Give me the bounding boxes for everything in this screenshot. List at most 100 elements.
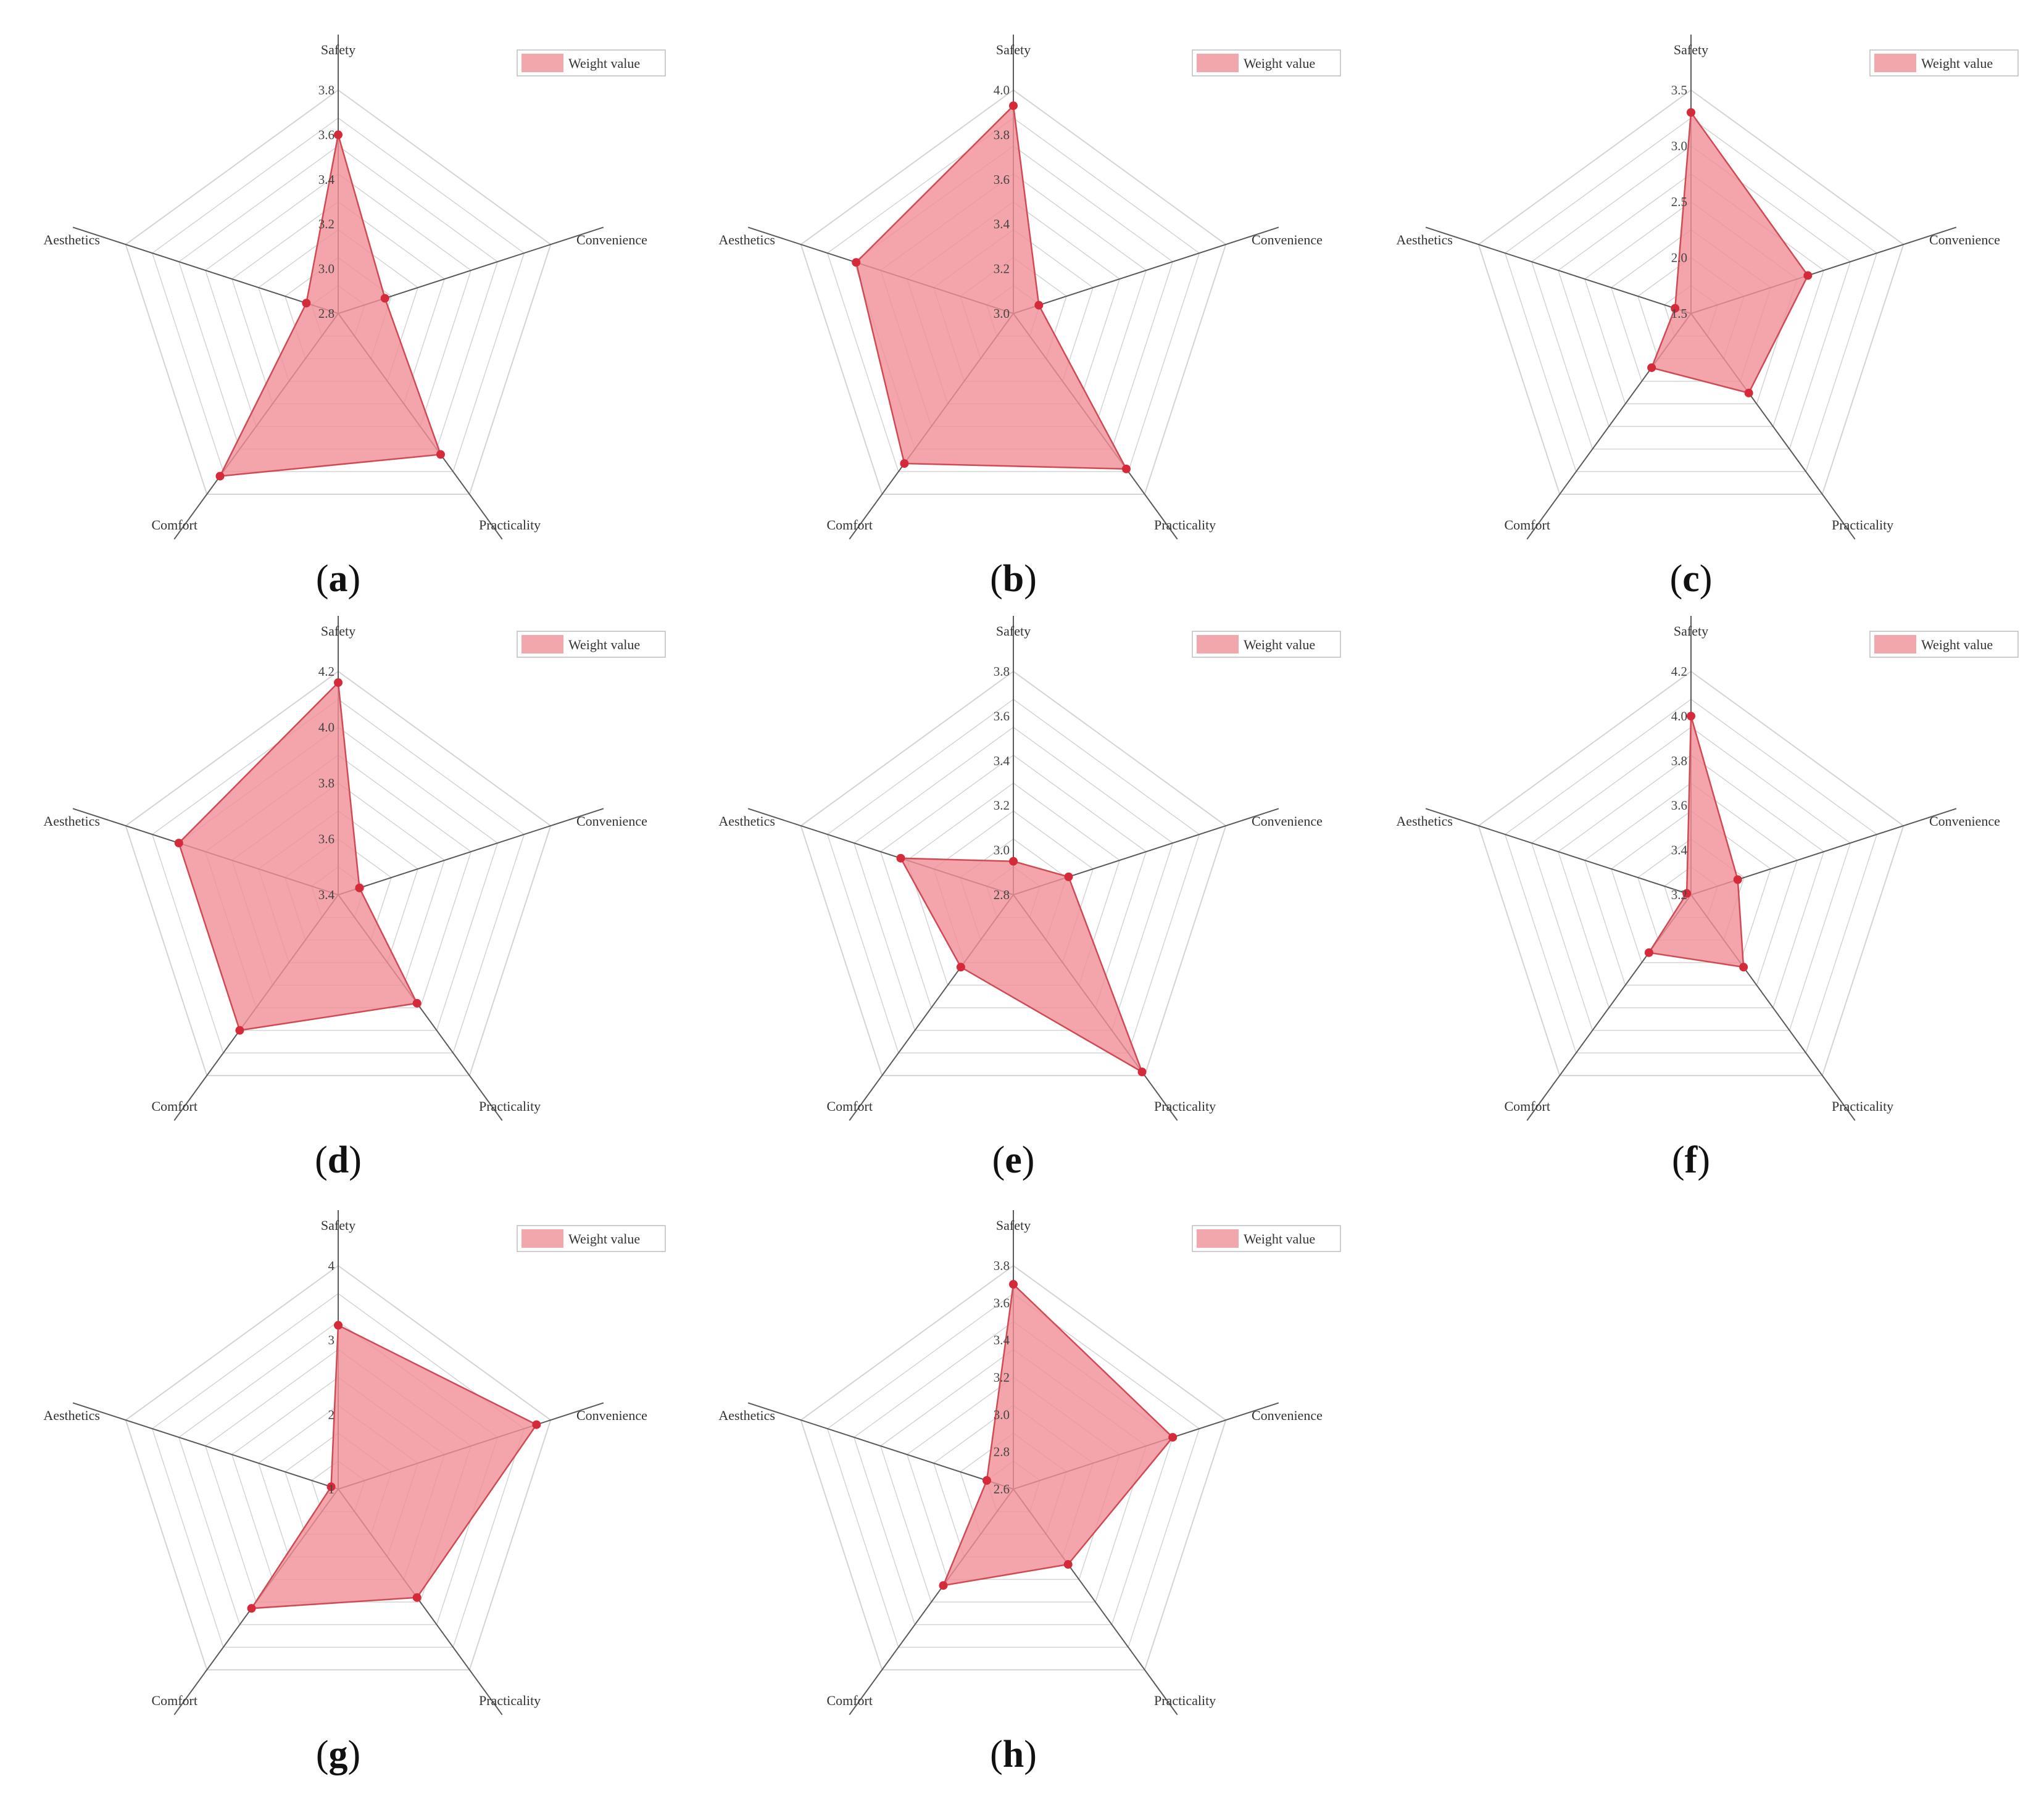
data-point-aesthetics [1671, 304, 1680, 313]
axis-label-convenience: Convenience [576, 813, 647, 829]
data-point-convenience [1034, 301, 1044, 310]
data-point-safety [334, 678, 343, 687]
tick-label: 2.5 [1671, 194, 1687, 209]
grid-ring [1504, 699, 1878, 1054]
panel-tag-letter: e [1005, 1139, 1022, 1181]
radar-panel-c: 1.5 2.0 2.5 3.0 3.5 Safety Convenience Practica… [1396, 35, 2019, 600]
tick-label: 3.2 [318, 217, 334, 231]
grid-ring [879, 754, 1147, 1008]
data-point-safety [1687, 712, 1695, 721]
legend-swatch [521, 1229, 563, 1248]
legend-swatch [1874, 54, 1916, 72]
grid-ring [1477, 89, 1905, 495]
grid-ring [1477, 670, 1905, 1076]
axis-label-safety: Safety [321, 1218, 355, 1233]
series-area [942, 1282, 1174, 1587]
tick-label: 4.0 [994, 83, 1010, 98]
data-point-practicality [412, 998, 422, 1008]
legend-swatch [1197, 54, 1239, 72]
data-point-practicality [1744, 388, 1753, 397]
axis-label-safety: Safety [996, 1218, 1031, 1233]
data-point-comfort [1644, 948, 1653, 957]
data-point-comfort [939, 1581, 948, 1590]
axis-label-practicality: Practicality [1832, 517, 1893, 533]
tick-label: 3.6 [994, 172, 1010, 187]
tick-label: 3.8 [994, 664, 1010, 679]
panel-tag: (h) [990, 1733, 1037, 1775]
axis-label-comfort: Comfort [1504, 1098, 1550, 1114]
tick-label: 3.0 [994, 306, 1010, 321]
panel-tag: (c) [1670, 558, 1713, 600]
data-point-practicality [1121, 464, 1131, 473]
panel-tag-letter: h [1003, 1733, 1024, 1775]
axis-line-aesthetics [1425, 226, 1692, 314]
tick-label: 3.4 [318, 172, 335, 187]
data-point-convenience [355, 883, 364, 892]
legend: Weight value [1869, 49, 2019, 77]
axis-label-convenience: Convenience [1252, 813, 1323, 829]
data-point-comfort [247, 1604, 256, 1613]
data-point-safety [1009, 857, 1018, 866]
tick-label: 2 [328, 1407, 335, 1422]
legend: Weight value [517, 1225, 666, 1252]
legend-swatch [1197, 635, 1239, 654]
data-point-aesthetics [174, 839, 183, 848]
axis-label-practicality: Practicality [1154, 1693, 1216, 1708]
axis-label-aesthetics: Aesthetics [1396, 813, 1453, 829]
legend-swatch [521, 54, 563, 72]
panel-tag: (d) [315, 1139, 362, 1181]
grid-ring [1611, 810, 1771, 963]
data-point-aesthetics [326, 1482, 336, 1492]
axis-label-convenience: Convenience [1929, 232, 2000, 247]
tick-label: 3.6 [318, 127, 334, 142]
tick-label: 3.6 [318, 832, 334, 847]
tick-label: 3.6 [994, 708, 1010, 723]
series-area [178, 681, 418, 1032]
tick-label: 3.8 [1671, 753, 1687, 768]
tick-label: 4.2 [1671, 664, 1687, 679]
axis-label-aesthetics: Aesthetics [43, 813, 100, 829]
grid-ring [125, 89, 552, 495]
panel-tag-letter: c [1682, 558, 1700, 600]
data-point-safety [1009, 1280, 1018, 1289]
axis-label-comfort: Comfort [151, 1098, 197, 1114]
panel-tag-open: ( [990, 1733, 1003, 1775]
panel-tag: (g) [316, 1733, 360, 1775]
tick-label: 3.8 [318, 776, 334, 791]
data-point-practicality [436, 450, 445, 459]
grid-ring [1557, 754, 1825, 1008]
legend-label: Weight value [568, 1231, 640, 1247]
axis-label-convenience: Convenience [1252, 232, 1323, 247]
grid-ring [826, 117, 1200, 473]
tick-label: 3.4 [994, 1333, 1010, 1348]
grid-ring [826, 1293, 1200, 1648]
grid-ring [800, 1264, 1227, 1671]
data-point-practicality [1137, 1068, 1147, 1077]
legend-label: Weight value [1244, 637, 1315, 652]
radar-panel-e: 2.8 3.0 3.2 3.4 3.6 3.8 Safety Convenience Pract… [718, 616, 1341, 1181]
panel-tag-close: ) [1022, 1139, 1035, 1181]
grid-ring [1531, 726, 1851, 1031]
series-area [899, 857, 1144, 1074]
panel-tag-close: ) [348, 558, 361, 600]
axis-line-aesthetics [1425, 808, 1692, 895]
axis-line-aesthetics [747, 1402, 1014, 1490]
axis-line-convenience [338, 808, 604, 895]
series-area [855, 104, 1128, 470]
legend-label: Weight value [1921, 637, 1993, 652]
legend-label: Weight value [568, 56, 640, 71]
panel-tag: (a) [316, 558, 360, 600]
panel-tag-open: ( [315, 1139, 328, 1181]
legend: Weight value [517, 631, 666, 658]
axis-label-comfort: Comfort [826, 1693, 873, 1708]
series-area [1650, 110, 1809, 394]
panel-tag-open: ( [1672, 1139, 1685, 1181]
data-point-aesthetics [1682, 889, 1692, 898]
tick-label: 3.8 [994, 1258, 1010, 1273]
tick-label: 3.8 [318, 83, 334, 98]
panel-tag-letter: b [1003, 558, 1024, 600]
axis-label-practicality: Practicality [1154, 517, 1216, 533]
tick-label: 3.8 [994, 127, 1010, 142]
series-area [250, 1324, 538, 1609]
panel-tag-close: ) [1697, 1139, 1710, 1181]
